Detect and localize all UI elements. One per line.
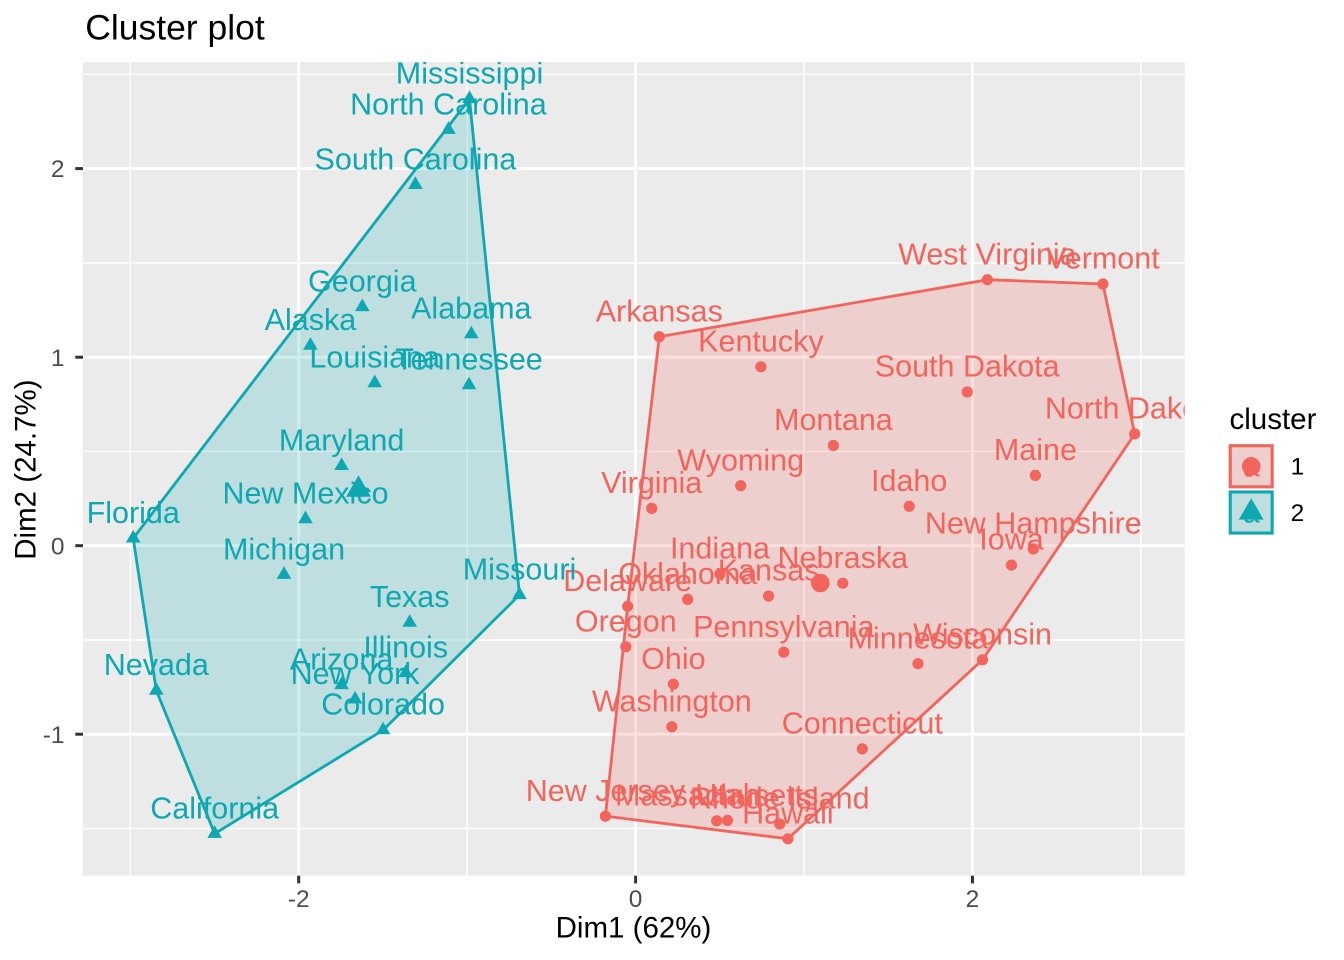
svg-text:North Dakota: North Dakota — [1045, 392, 1225, 426]
svg-text:South Carolina: South Carolina — [315, 142, 517, 176]
svg-text:Utah: Utah — [695, 778, 759, 812]
svg-text:1: 1 — [51, 345, 65, 372]
svg-text:Colorado: Colorado — [321, 688, 445, 722]
svg-text:-2: -2 — [288, 886, 310, 913]
svg-text:Idaho: Idaho — [871, 464, 947, 498]
svg-text:Vermont: Vermont — [1046, 242, 1160, 276]
svg-text:cluster: cluster — [1230, 403, 1317, 436]
svg-text:Indiana: Indiana — [670, 532, 770, 566]
svg-text:Pennsylvania: Pennsylvania — [693, 610, 874, 644]
svg-text:Massachusetts: Massachusetts — [615, 778, 818, 812]
svg-text:Michigan: Michigan — [223, 532, 345, 566]
svg-text:Rhode Island: Rhode Island — [690, 782, 870, 816]
svg-text:New Hampshire: New Hampshire — [925, 507, 1142, 541]
svg-text:-1: -1 — [43, 722, 65, 749]
svg-text:Wyoming: Wyoming — [677, 443, 804, 477]
svg-text:Wisconsin: Wisconsin — [913, 617, 1052, 651]
svg-text:Louisiana: Louisiana — [309, 341, 440, 375]
svg-text:Dim2 (24.7%): Dim2 (24.7%) — [10, 379, 43, 559]
svg-text:Arkansas: Arkansas — [596, 294, 723, 328]
svg-text:Dim1 (62%): Dim1 (62%) — [556, 912, 712, 945]
svg-text:Mississippi: Mississippi — [396, 56, 543, 90]
svg-text:2: 2 — [966, 886, 980, 913]
svg-text:Minnesota: Minnesota — [848, 621, 989, 655]
svg-text:Montana: Montana — [774, 403, 893, 437]
svg-text:2: 2 — [1291, 500, 1305, 527]
svg-text:Oregon: Oregon — [575, 604, 677, 638]
svg-text:Iowa: Iowa — [979, 523, 1043, 557]
svg-text:Texas: Texas — [370, 580, 450, 614]
svg-text:Nevada: Nevada — [104, 648, 209, 682]
svg-text:West Virginia: West Virginia — [898, 237, 1077, 271]
svg-text:Hawaii: Hawaii — [742, 796, 834, 830]
svg-text:California: California — [150, 791, 279, 825]
svg-text:Alaska: Alaska — [265, 303, 357, 337]
svg-text:Virginia: Virginia — [601, 466, 702, 500]
svg-text:Maryland: Maryland — [279, 423, 404, 457]
svg-text:Connecticut: Connecticut — [782, 707, 944, 741]
svg-text:New Mexico: New Mexico — [222, 477, 388, 511]
svg-text:Missouri: Missouri — [463, 553, 577, 587]
svg-text:Washington: Washington — [592, 684, 752, 718]
svg-text:Florida: Florida — [87, 496, 180, 530]
svg-text:Maine: Maine — [994, 433, 1077, 467]
svg-text:0: 0 — [51, 533, 65, 560]
svg-text:Georgia: Georgia — [308, 265, 417, 299]
svg-text:Kentucky: Kentucky — [698, 324, 824, 358]
svg-text:Ohio: Ohio — [641, 642, 705, 676]
svg-text:South Dakota: South Dakota — [875, 350, 1060, 384]
svg-text:Illinois: Illinois — [363, 631, 448, 665]
svg-text:Tennessee: Tennessee — [395, 343, 543, 377]
svg-text:Arizona: Arizona — [290, 643, 393, 677]
svg-text:New Jersey: New Jersey — [526, 774, 686, 808]
svg-text:Kansas: Kansas — [718, 554, 820, 588]
svg-text:North Carolina: North Carolina — [350, 87, 547, 121]
svg-text:Oklahoma: Oklahoma — [618, 557, 757, 591]
svg-text:2: 2 — [51, 156, 65, 183]
svg-text:New York: New York — [291, 657, 421, 691]
svg-text:Delaware: Delaware — [563, 564, 692, 598]
svg-text:Cluster plot: Cluster plot — [85, 7, 265, 47]
svg-text:0: 0 — [629, 886, 643, 913]
svg-text:Nebraska: Nebraska — [778, 541, 909, 575]
svg-text:1: 1 — [1291, 454, 1305, 481]
svg-text:Alabama: Alabama — [411, 292, 531, 326]
